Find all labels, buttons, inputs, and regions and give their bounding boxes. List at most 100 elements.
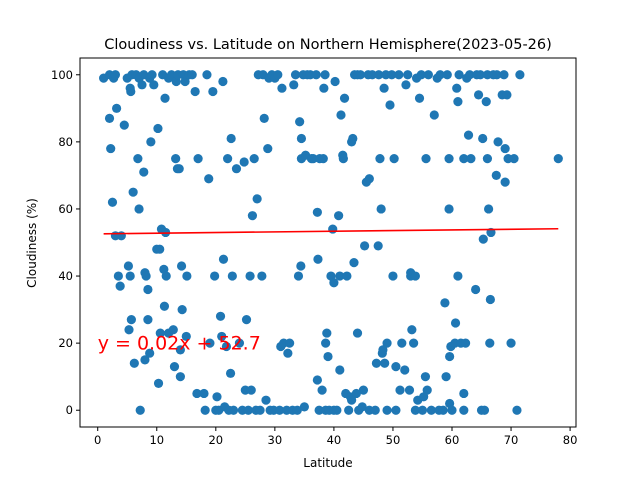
- data-point: [371, 358, 382, 368]
- data-point: [134, 204, 144, 214]
- data-point: [409, 338, 419, 348]
- data-point: [382, 405, 392, 415]
- data-point: [391, 362, 401, 372]
- data-point: [283, 348, 293, 358]
- data-point: [277, 83, 287, 93]
- data-point: [202, 70, 212, 80]
- data-point: [318, 154, 328, 164]
- data-point: [320, 70, 330, 80]
- data-point: [509, 154, 519, 164]
- data-point: [321, 338, 331, 348]
- data-point: [295, 117, 305, 127]
- data-point: [133, 154, 143, 164]
- y-tick-label: 60: [58, 202, 73, 216]
- x-tick-label: 80: [563, 433, 578, 447]
- data-point: [491, 170, 501, 181]
- data-point: [423, 70, 433, 80]
- y-axis-label: Cloudiness (%): [25, 198, 39, 288]
- data-point: [231, 164, 242, 174]
- data-point: [205, 338, 215, 348]
- data-point: [116, 231, 126, 241]
- data-point: [380, 358, 390, 368]
- data-point: [348, 133, 358, 144]
- data-point: [149, 80, 159, 90]
- data-point: [347, 395, 357, 405]
- data-point: [484, 204, 494, 214]
- data-point: [113, 271, 123, 281]
- data-point: [374, 70, 384, 80]
- data-point: [112, 103, 122, 113]
- data-point: [135, 405, 145, 415]
- data-point: [447, 405, 457, 415]
- data-point: [438, 405, 448, 415]
- data-point: [192, 388, 202, 399]
- data-point: [404, 385, 415, 395]
- data-point: [274, 405, 285, 415]
- y-tick-label: 20: [58, 336, 73, 350]
- data-point: [410, 405, 420, 415]
- data-point: [126, 315, 136, 325]
- data-point: [145, 348, 155, 358]
- data-point: [299, 402, 309, 412]
- data-point: [193, 154, 203, 164]
- data-point: [249, 154, 259, 164]
- data-point: [210, 271, 220, 281]
- data-point: [168, 325, 178, 335]
- data-point: [259, 113, 269, 123]
- data-point: [515, 70, 525, 80]
- x-axis-label: Latitude: [303, 456, 352, 470]
- data-point: [323, 351, 333, 362]
- data-point: [394, 70, 404, 80]
- data-point: [512, 405, 522, 415]
- data-point: [187, 70, 197, 80]
- data-point: [106, 143, 116, 154]
- data-point: [395, 385, 405, 395]
- data-point: [342, 271, 352, 281]
- data-point: [360, 241, 370, 251]
- data-point: [482, 154, 493, 164]
- data-point: [373, 241, 383, 251]
- data-point: [312, 207, 322, 217]
- data-point: [110, 70, 121, 80]
- data-point: [416, 70, 426, 80]
- data-point: [329, 278, 339, 288]
- data-point: [176, 261, 187, 271]
- regression-equation: y = 0.02x + 52.7: [98, 333, 261, 355]
- data-point: [454, 70, 464, 80]
- data-point: [181, 331, 191, 342]
- data-point: [479, 405, 490, 415]
- data-point: [107, 197, 118, 207]
- data-point: [506, 338, 516, 348]
- data-point: [225, 368, 236, 378]
- data-point: [417, 405, 428, 415]
- data-point: [285, 338, 295, 348]
- data-point: [218, 254, 229, 264]
- data-point: [227, 271, 237, 281]
- data-point: [255, 405, 265, 415]
- data-point: [485, 338, 495, 348]
- data-point: [420, 372, 431, 382]
- data-point: [160, 93, 170, 103]
- data-point: [126, 86, 136, 97]
- data-point: [155, 244, 165, 254]
- data-point: [339, 93, 350, 103]
- data-point: [426, 405, 436, 415]
- axes-frame: [79, 57, 577, 428]
- data-point: [223, 154, 233, 164]
- data-point: [358, 385, 369, 395]
- data-point: [338, 154, 348, 164]
- data-point: [239, 157, 249, 167]
- data-point: [475, 70, 485, 80]
- data-point: [174, 164, 184, 174]
- data-point: [241, 315, 252, 325]
- data-point: [296, 261, 306, 271]
- data-point: [313, 254, 323, 264]
- y-tick-label: 100: [51, 68, 73, 82]
- data-point: [364, 174, 374, 184]
- data-point: [422, 385, 432, 395]
- data-point: [119, 120, 129, 130]
- data-point: [382, 338, 392, 348]
- data-point: [199, 388, 209, 399]
- data-point: [465, 70, 475, 80]
